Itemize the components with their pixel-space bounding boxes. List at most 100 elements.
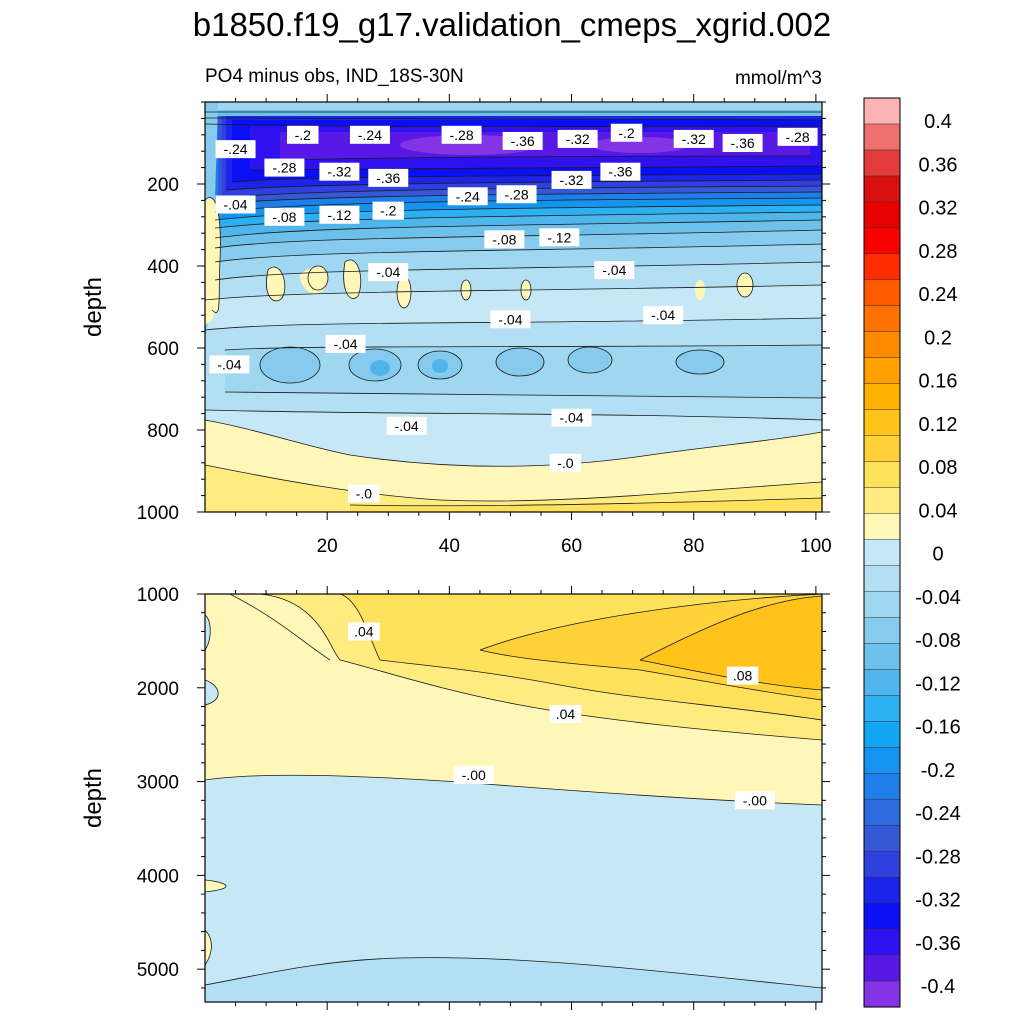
contour-label: -.04: [490, 310, 531, 329]
axes: 200 400 600 800 1000 20 40 60 80 100 depth 1000 2000…: [80, 94, 832, 1010]
colorbar-label: 0.2: [924, 327, 952, 349]
colorbar-swatch: [863, 980, 901, 1008]
colorbar-swatch: [863, 331, 901, 359]
colorbar-swatch: [863, 928, 901, 956]
contour-label: -.36: [722, 134, 763, 152]
x-tick-label: 20: [317, 536, 338, 557]
lower-panel-field: [205, 594, 822, 1002]
contour-label-text: -.24: [223, 141, 247, 157]
x-tick-label: 60: [561, 536, 582, 557]
contour-label: -.28: [496, 185, 537, 204]
contour-label-text: .04: [556, 706, 576, 722]
colorbar-swatch: [863, 149, 901, 177]
contour-label: -.24: [215, 140, 256, 159]
contour-label-text: -.36: [511, 133, 535, 149]
contour-label: -.32: [557, 129, 598, 148]
y-tick-label: 1000: [137, 585, 179, 606]
contour-label-text: -.08: [272, 209, 296, 225]
contour-label-text: -.00: [462, 767, 486, 783]
y-tick-label: 2000: [137, 679, 179, 700]
contour-label: -.2: [610, 123, 643, 142]
y-tick-label: 1000: [137, 503, 179, 524]
contour-label-text: .08: [733, 668, 753, 684]
contour-label-text: -.12: [327, 207, 351, 223]
contour-labels: -.2 -.24 -.28 -.36 -.32 -.2 -.32 -.36 -.28 -.24 -.…: [209, 123, 818, 810]
colorbar-swatch: [863, 617, 901, 644]
contour-label-text: -.04: [217, 356, 241, 372]
colorbar-swatch: [863, 773, 901, 800]
y-axis-label: depth: [80, 768, 107, 828]
colorbar-swatch: [863, 850, 901, 878]
contour-label: -.04: [325, 334, 366, 353]
contour-label-text: -.2: [380, 203, 397, 219]
contour-label-text: -.0: [356, 486, 373, 502]
contour-label-text: -.24: [456, 188, 480, 204]
chart-title: b1850.f19_g17.validation_cmeps_xgrid.002: [192, 6, 832, 43]
colorbar-label: 0.12: [919, 414, 958, 436]
colorbar-label: 0.4: [924, 111, 952, 133]
y-tick-label: 200: [147, 175, 179, 196]
colorbar-swatch: [863, 747, 901, 774]
y-tick-label: 4000: [137, 866, 179, 887]
contour-label-text: -.32: [327, 164, 351, 180]
contour-label: -.2: [286, 125, 319, 144]
colorbar-swatch: [863, 357, 901, 385]
y-tick-label: 400: [147, 257, 179, 278]
colorbar-swatch: [863, 279, 901, 307]
colorbar-swatch: [863, 902, 901, 930]
contour-label-text: -.32: [566, 131, 590, 147]
y-tick-label: 5000: [137, 960, 179, 981]
contour-label: -.36: [502, 131, 543, 150]
contour-label: .04: [549, 705, 582, 724]
contour-label: -.04: [551, 408, 592, 427]
contour-label-text: -.04: [651, 307, 675, 323]
colorbar-swatch: [863, 591, 901, 618]
contour-label-text: -.28: [504, 186, 528, 202]
contour-label-text: -.04: [333, 336, 357, 352]
colorbar-label: -0.12: [915, 673, 961, 695]
contour-label: -.04: [368, 263, 409, 282]
colorbar-swatch: [863, 669, 901, 696]
contour-label-text: -.2: [295, 127, 312, 143]
colorbar-label: -0.4: [921, 976, 955, 998]
colorbar-swatch: [863, 721, 901, 748]
colorbar-label: 0.28: [919, 241, 958, 263]
colorbar-swatch: [863, 565, 901, 593]
contour-label: -.24: [349, 125, 390, 144]
lower-plot-frame: [204, 593, 823, 1003]
contour-label-text: -.32: [559, 172, 583, 188]
colorbar-swatch: [863, 201, 901, 229]
colorbar-label: 0.24: [919, 284, 958, 306]
x-tick-label: 100: [800, 536, 832, 557]
y-axis-label: depth: [80, 277, 107, 337]
contour-label: -.32: [673, 129, 714, 148]
colorbar-label: -0.24: [915, 803, 961, 825]
y-tick-label: 600: [147, 339, 179, 360]
contour-label: -.24: [447, 187, 488, 206]
colorbar-label: -0.2: [921, 760, 955, 782]
chart-subtitle: PO4 minus obs, IND_18S-30N: [205, 66, 464, 87]
contour-label-text: -.12: [547, 229, 571, 245]
contour-label-text: -.0: [557, 455, 574, 471]
colorbar-swatch: [863, 97, 901, 125]
contour-label-text: -.04: [498, 311, 522, 327]
contour-label-text: -.04: [395, 418, 419, 434]
colorbar-swatch: [863, 227, 901, 255]
contour-label-text: -.32: [682, 131, 706, 147]
contour-label-text: -.00: [743, 792, 767, 808]
colorbar-swatch: [863, 513, 901, 541]
colorbar-swatch: [863, 824, 901, 852]
contour-label-text: -.24: [358, 127, 382, 143]
colorbar-label: 0.04: [919, 500, 958, 522]
colorbar-label: -0.36: [915, 933, 961, 955]
upper-plot-frame: [204, 101, 823, 513]
contour-label: -.12: [539, 228, 580, 247]
contour-label-text: -.04: [376, 264, 400, 280]
contour-label: -.28: [264, 158, 305, 177]
y-tick-label: 3000: [137, 773, 179, 794]
y-tick-label: 800: [147, 421, 179, 442]
contour-label: -.28: [777, 127, 818, 146]
contour-label: -.04: [209, 355, 250, 374]
colorbar-swatch: [863, 175, 901, 203]
